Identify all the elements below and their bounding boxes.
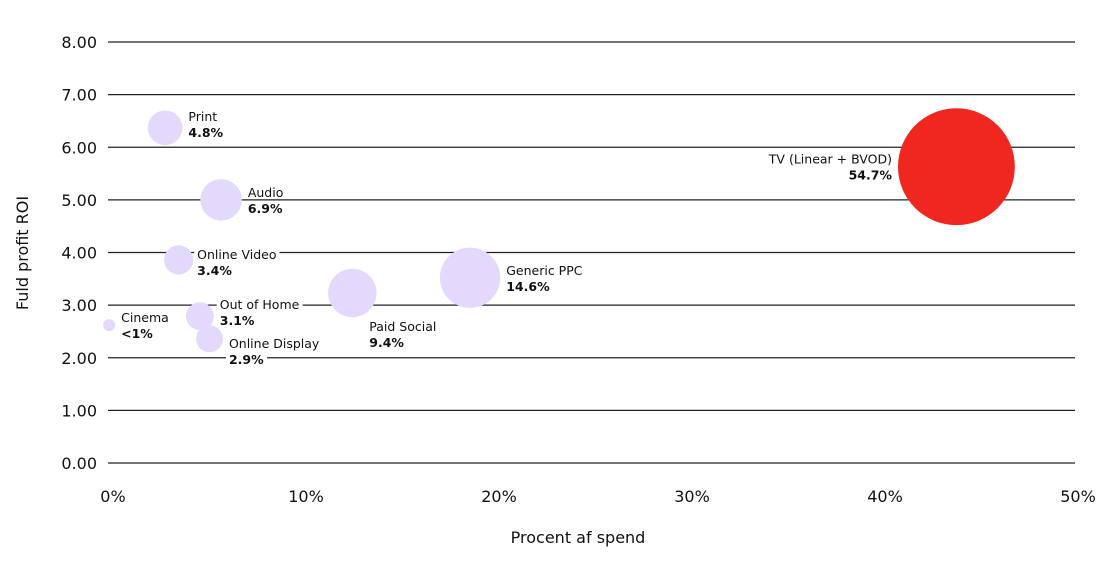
bubble-label: TV (Linear + BVOD)54.7% xyxy=(764,152,896,183)
bubble-out-of-home xyxy=(185,302,214,331)
bubble-cinema xyxy=(103,319,116,332)
label-background xyxy=(244,201,286,215)
bubble-generic-ppc xyxy=(439,247,501,308)
bubble-label-share: 3.1% xyxy=(220,313,255,328)
x-tick-label: 40% xyxy=(867,487,903,506)
x-tick-label: 0% xyxy=(100,487,125,506)
bubble-label: Cinema<1% xyxy=(118,310,172,341)
bubble-label-share: 2.9% xyxy=(229,352,264,367)
y-tick-label: 1.00 xyxy=(61,401,97,420)
bubble-label-name: Out of Home xyxy=(220,297,300,312)
label-background xyxy=(764,152,895,166)
label-background xyxy=(366,320,440,334)
bubble-label-share: 9.4% xyxy=(369,335,404,350)
x-tick-label: 20% xyxy=(481,487,517,506)
label-background xyxy=(845,168,896,182)
label-background xyxy=(185,109,221,123)
bubble-label-name: Audio xyxy=(248,185,284,200)
bubble-online-video xyxy=(164,245,194,275)
x-tick-label: 50% xyxy=(1060,487,1096,506)
bubble-label-name: Cinema xyxy=(121,310,169,325)
x-axis-title: Procent af spend xyxy=(511,528,646,547)
x-tick-label: 10% xyxy=(288,487,324,506)
y-tick-label: 8.00 xyxy=(61,33,97,52)
label-background xyxy=(194,263,236,277)
label-background xyxy=(503,279,554,293)
bubble-label-share: 3.4% xyxy=(197,263,232,278)
y-tick-label: 6.00 xyxy=(61,138,97,157)
x-tick-label: 30% xyxy=(674,487,710,506)
label-background xyxy=(118,327,157,341)
y-tick-label: 2.00 xyxy=(61,349,97,368)
label-background xyxy=(225,352,268,366)
y-axis-ticks: 0.00 1.00 2.00 3.00 4.00 5.00 6.00 7.00 8.00 xyxy=(61,33,97,473)
y-tick-label: 7.00 xyxy=(61,86,97,105)
label-background xyxy=(244,185,287,199)
y-tick-label: 0.00 xyxy=(61,454,97,473)
label-background xyxy=(366,336,408,350)
y-axis-title: Fuld profit ROI xyxy=(13,196,32,310)
bubble-label-name: Print xyxy=(188,109,217,124)
x-axis-ticks: 0% 10% 20% 30% 40% 50% xyxy=(100,487,1095,506)
label-background xyxy=(216,314,258,328)
label-background xyxy=(216,298,303,312)
label-background xyxy=(185,125,227,139)
bubbles xyxy=(103,108,1015,353)
y-tick-label: 4.00 xyxy=(61,244,97,263)
bubble-tv-linear-bvod xyxy=(897,108,1015,226)
bubble-label-share: 4.8% xyxy=(188,125,223,140)
bubble-paid-social xyxy=(328,268,377,318)
label-background xyxy=(503,263,586,277)
bubble-label-name: TV (Linear + BVOD) xyxy=(768,152,892,167)
bubble-label-share: 14.6% xyxy=(506,279,550,294)
y-tick-label: 3.00 xyxy=(61,296,97,315)
bubble-label-share: <1% xyxy=(121,326,153,341)
y-tick-label: 5.00 xyxy=(61,191,97,210)
bubble-label-name: Online Display xyxy=(229,336,320,351)
label-background xyxy=(118,311,172,325)
bubble-label-name: Online Video xyxy=(197,247,276,262)
bubble-online-display xyxy=(196,325,223,353)
bubble-label-name: Paid Social xyxy=(369,319,436,334)
label-background xyxy=(194,247,280,261)
label-background xyxy=(225,336,323,350)
bubble-label-share: 54.7% xyxy=(849,168,893,183)
bubble-label-name: Generic PPC xyxy=(506,263,583,278)
bubble-label-share: 6.9% xyxy=(248,201,283,216)
bubble-print xyxy=(147,110,183,146)
bubble-audio xyxy=(200,179,242,221)
